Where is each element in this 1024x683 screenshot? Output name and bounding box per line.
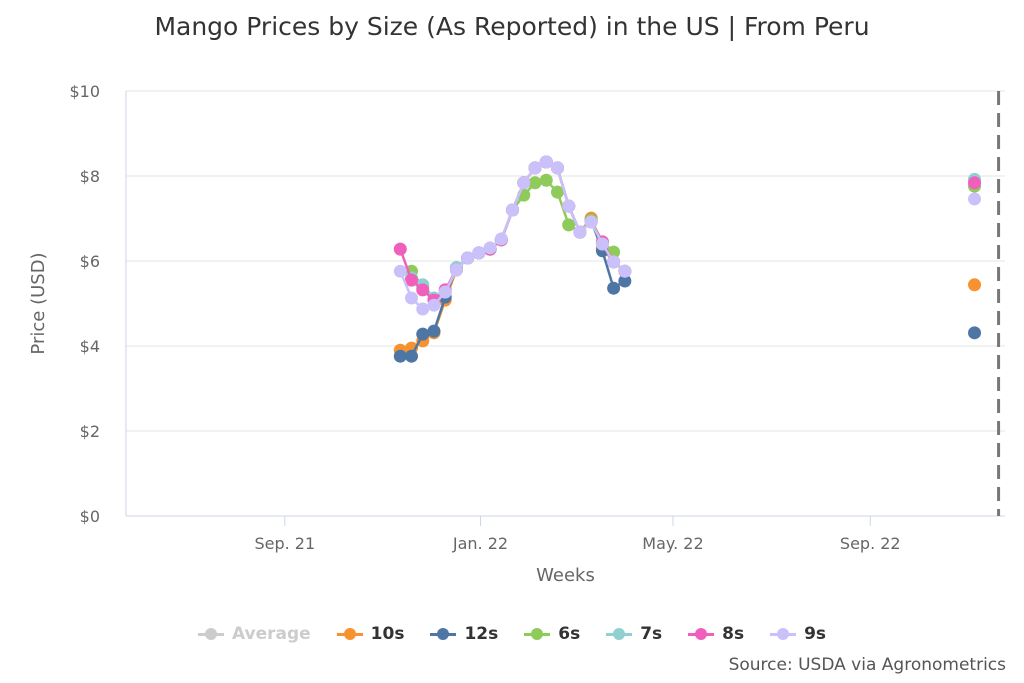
data-point-8s — [416, 283, 430, 297]
y-tick-label: $4 — [80, 337, 100, 356]
y-tick-label: $10 — [69, 82, 100, 101]
y-axis-title: Price (USD) — [28, 252, 49, 354]
data-point-9s — [607, 255, 621, 269]
data-point-9s — [517, 176, 531, 190]
latest-point-9s — [968, 192, 982, 206]
data-point-9s — [573, 225, 587, 239]
data-point-12s — [427, 324, 441, 338]
data-point-12s — [618, 274, 632, 288]
data-point-6s — [562, 218, 576, 232]
data-point-12s — [607, 281, 621, 295]
data-point-9s — [618, 264, 632, 278]
legend-symbol-icon — [336, 628, 363, 640]
legend-label: Average — [231, 624, 311, 644]
legend: Average 10s 12s 6s 7s 8s 9s — [0, 624, 1024, 644]
legend-symbol-icon — [770, 628, 797, 640]
legend-item-6s[interactable]: 6s — [524, 624, 580, 644]
legend-label: 9s — [804, 624, 827, 644]
y-tick-label: $6 — [80, 252, 100, 271]
data-point-9s — [405, 291, 419, 305]
y-tick-label: $8 — [80, 167, 100, 186]
data-point-9s — [416, 302, 430, 316]
legend-item-12s[interactable]: 12s — [430, 624, 498, 644]
x-tick-label: Sep. 21 — [254, 534, 315, 553]
data-point-8s — [405, 273, 419, 287]
data-point-9s — [584, 215, 598, 229]
series-line-8s — [399, 160, 626, 302]
data-point-8s — [393, 242, 407, 256]
x-axis-title: Weeks — [536, 565, 595, 586]
legend-item-9s[interactable]: 9s — [770, 624, 826, 644]
x-tick-label: Sep. 22 — [840, 534, 901, 553]
x-tick-label: May. 22 — [642, 534, 703, 553]
legend-label: 8s — [722, 624, 745, 644]
latest-point-10s — [968, 278, 982, 292]
data-point-9s — [472, 246, 486, 260]
legend-item-8s[interactable]: 8s — [688, 624, 744, 644]
x-tick-label: Jan. 22 — [452, 534, 508, 553]
data-point-12s — [416, 327, 430, 341]
data-point-9s — [483, 241, 497, 255]
y-tick-label: $2 — [80, 422, 100, 441]
legend-item-10s[interactable]: 10s — [336, 624, 405, 644]
legend-label: 6s — [558, 624, 581, 644]
y-tick-label: $0 — [80, 507, 100, 526]
data-point-12s — [393, 349, 407, 363]
legend-label: 7s — [640, 624, 663, 644]
data-point-9s — [427, 298, 441, 312]
chart-title: Mango Prices by Size (As Reported) in th… — [154, 12, 870, 41]
data-point-12s — [405, 349, 419, 363]
data-point-9s — [506, 203, 520, 217]
series-line-6s — [410, 178, 615, 302]
legend-symbol-icon — [430, 628, 457, 640]
data-point-9s — [562, 199, 576, 213]
data-point-9s — [438, 285, 452, 299]
data-point-6s — [539, 173, 553, 187]
series-line-9s — [399, 160, 626, 311]
data-point-9s — [550, 161, 564, 175]
legend-symbol-icon — [606, 628, 633, 640]
data-point-9s — [494, 232, 508, 246]
legend-symbol-icon — [197, 628, 224, 640]
legend-symbol-icon — [688, 628, 715, 640]
legend-item-7s[interactable]: 7s — [606, 624, 662, 644]
data-point-9s — [393, 264, 407, 278]
latest-point-8s — [968, 176, 982, 190]
data-point-6s — [528, 176, 542, 190]
latest-point-12s — [968, 326, 982, 340]
legend-item-average[interactable]: Average — [197, 624, 311, 644]
data-point-9s — [461, 251, 475, 265]
legend-symbol-icon — [524, 628, 551, 640]
data-point-6s — [550, 185, 564, 199]
legend-label: 12s — [464, 624, 499, 644]
chart-plot: $0 $2 $4 $6 $8 $10 Sep. 21 Jan. 22 May. 22 Sep. 2… — [28, 82, 1005, 586]
data-point-9s — [528, 161, 542, 175]
source-credit: Source: USDA via Agronometrics — [728, 655, 1006, 675]
series-line-10s — [400, 160, 626, 352]
legend-label: 10s — [370, 624, 405, 644]
data-point-9s — [595, 237, 609, 251]
data-point-9s — [449, 263, 463, 277]
data-point-9s — [539, 155, 553, 169]
